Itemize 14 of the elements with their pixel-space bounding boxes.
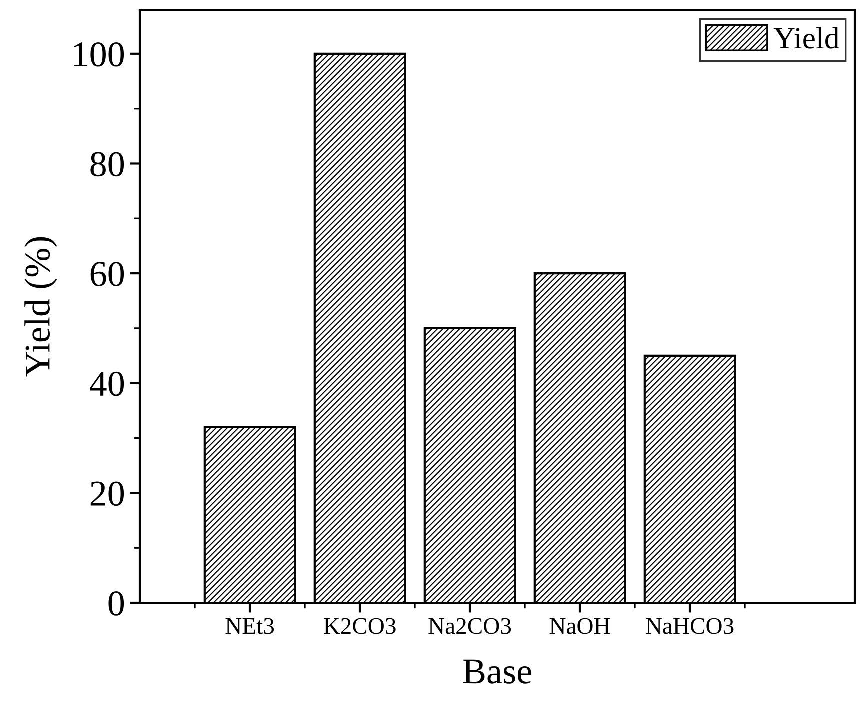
x-tick-label: K2CO3 — [324, 618, 396, 634]
x-tick-label: NaHCO3 — [646, 618, 734, 634]
x-tick-label: Na2CO3 — [428, 618, 512, 634]
y-tick-label: 100 — [74, 42, 124, 67]
y-tick-label: 80 — [90, 152, 124, 177]
x-tick-label: NaOH — [550, 618, 610, 634]
y-tick-label: 60 — [90, 262, 124, 286]
x-axis-title: Base — [463, 660, 532, 684]
y-tick-label: 0 — [108, 592, 124, 616]
y-tick-label: 40 — [90, 372, 124, 396]
x-tick-label: NEt3 — [226, 618, 274, 634]
y-axis-title: Yield (%) — [24, 237, 58, 377]
legend-label: Yield — [774, 27, 840, 49]
y-tick-label: 20 — [90, 482, 124, 506]
